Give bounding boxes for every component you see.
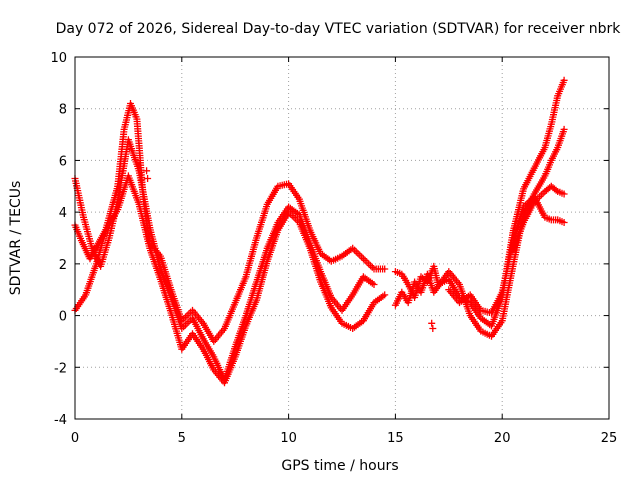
y-axis-label: SDTVAR / TECUs [8,181,24,296]
data-point [381,265,389,273]
data-point [370,281,378,288]
series-track-g [509,182,568,255]
data-point [560,125,568,133]
plot-frame [74,56,610,420]
series-isolated [143,167,437,332]
y-tick-label: 0 [59,310,67,325]
y-tick-label: 10 [50,51,67,66]
series-track-e [391,125,568,340]
y-tick-label: 8 [59,103,67,118]
x-tick-label: 20 [494,431,511,446]
series-track-f [445,193,568,317]
data-point [144,175,152,182]
y-tick-label: 4 [59,206,67,221]
data-point [560,190,568,198]
data-point [429,325,437,332]
y-tick-label: 2 [59,258,67,273]
data-point [552,186,560,194]
x-tick-label: 25 [601,431,618,446]
data-point [428,319,436,327]
data-point [560,76,568,84]
x-tick-label: 5 [178,431,186,446]
y-tick-label: -4 [54,413,67,428]
y-tick-labels: -4 -2 0 2 4 6 8 10 [50,51,67,428]
x-tick-label: 0 [71,431,79,446]
data-marks [71,76,568,387]
data-point [143,167,151,175]
y-tick-label: 6 [59,154,67,169]
y-tick-label: -2 [54,361,67,376]
axis-ticks [74,56,610,420]
x-tick-label: 10 [280,431,297,446]
chart-title: Day 072 of 2026, Sidereal Day-to-day VTE… [56,21,622,37]
x-tick-label: 15 [387,431,404,446]
data-point [560,219,568,226]
data-point [381,291,389,299]
x-tick-labels: 0 5 10 15 20 25 [71,431,617,446]
x-axis-label: GPS time / hours [281,458,398,474]
